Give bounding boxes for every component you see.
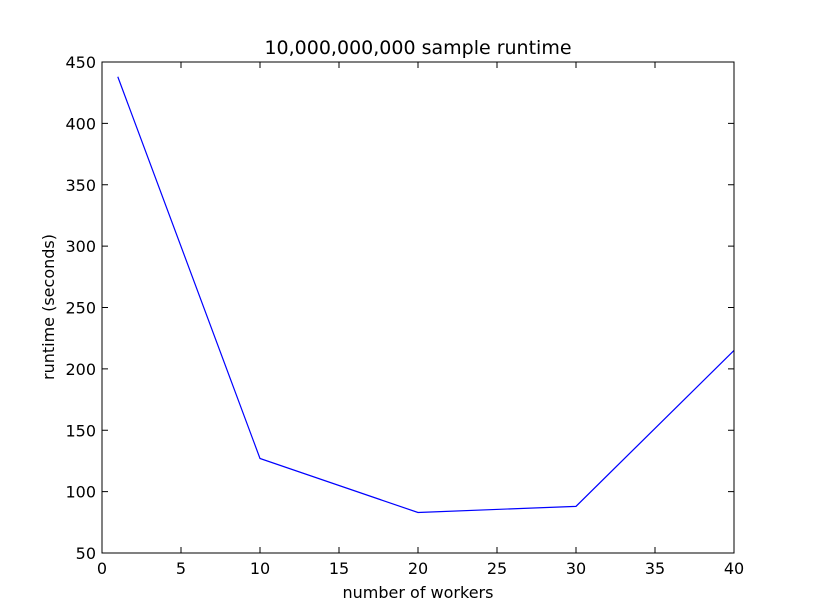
y-tick-label: 200 [65, 360, 96, 379]
y-tick-label: 350 [65, 176, 96, 195]
x-tick-label: 35 [645, 559, 665, 578]
y-tick-label: 400 [65, 114, 96, 133]
x-tick-label: 10 [250, 559, 270, 578]
x-tick-label: 5 [176, 559, 186, 578]
x-tick-label: 0 [97, 559, 107, 578]
y-axis-label: runtime (seconds) [39, 234, 58, 380]
tick-labels: 0 5 10 15 20 25 30 35 40 50 100 150 200 250 300 350 400 4… [65, 53, 744, 578]
y-tick-label: 50 [76, 544, 96, 563]
series-line [117, 76, 735, 514]
y-tick-label: 450 [65, 53, 96, 72]
y-tick-label: 100 [65, 483, 96, 502]
x-tick-label: 25 [487, 559, 507, 578]
x-tick-label: 20 [408, 559, 428, 578]
x-tick-label: 40 [724, 559, 744, 578]
chart-title: 10,000,000,000 sample runtime [264, 37, 571, 59]
series-group [117, 76, 735, 514]
x-tick-label: 30 [566, 559, 586, 578]
plot-frame [101, 61, 735, 554]
x-tick-label: 15 [329, 559, 349, 578]
y-tick-label: 250 [65, 299, 96, 318]
plot-area [102, 62, 734, 553]
x-axis-label: number of workers [343, 583, 494, 602]
y-tick-label: 150 [65, 421, 96, 440]
y-tick-label: 300 [65, 237, 96, 256]
